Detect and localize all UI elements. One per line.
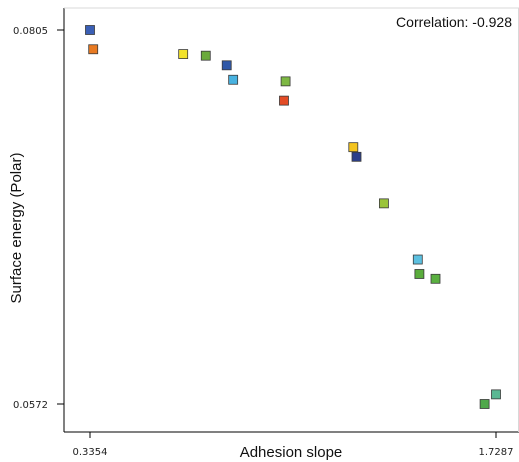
scatter-point-9 [348,142,359,153]
scatter-point-16 [491,389,501,400]
y-tick-label-max: 0.0805 [13,26,48,37]
scatter-points [85,25,501,409]
x-axis-ticks: 0.3354 1.7287 [73,432,514,458]
scatter-point-3 [178,49,189,59]
scatter-point-14 [430,273,441,284]
y-tick-label-min: 0.0572 [13,400,48,411]
scatter-point-2 [88,44,99,55]
scatter-point-5 [221,60,232,71]
scatter-point-15 [479,399,490,409]
scatter-point-11 [379,198,389,209]
scatter-point-8 [279,95,289,106]
scatter-point-13 [414,269,425,279]
scatter-point-7 [280,76,291,87]
x-tick-label-min: 0.3354 [73,447,108,458]
y-axis-ticks: 0.0805 0.0572 [13,26,64,411]
x-tick-label-max: 1.7287 [479,447,514,458]
scatter-point-10 [351,151,362,162]
correlation-annotation: Correlation: -0.928 [396,14,512,30]
scatter-point-12 [412,254,423,265]
scatter-point-6 [228,74,239,85]
y-axis-title: Surface energy (Polar) [8,153,25,304]
x-axis-title: Adhesion slope [240,444,343,461]
scatter-point-4 [200,50,211,61]
scatter-point-1 [85,25,95,35]
